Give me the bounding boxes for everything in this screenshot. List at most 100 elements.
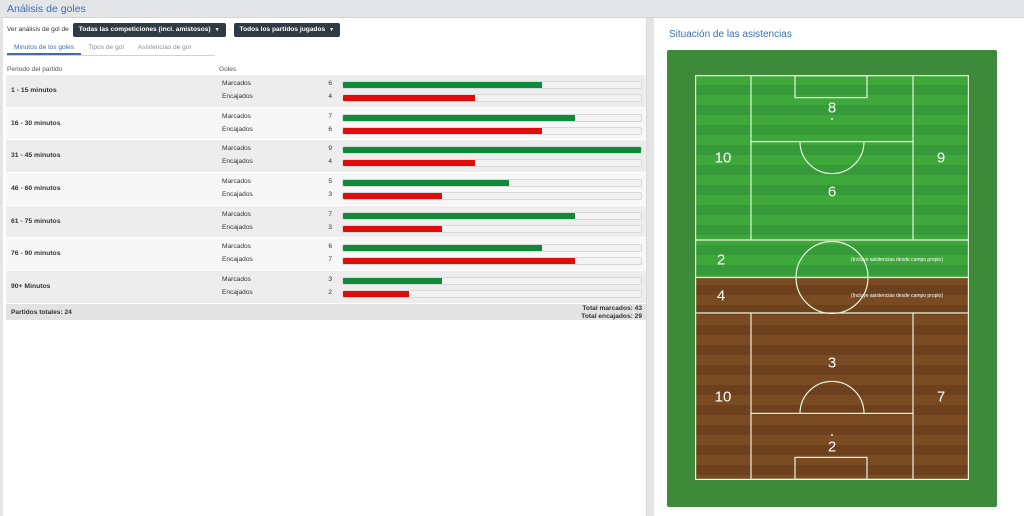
scored-count: 7 [328,210,332,218]
conceded-bar-track [342,192,642,201]
scored-count: 7 [328,112,332,120]
conceded-line: Encajados 7 [222,256,642,266]
tab-goal-minutes[interactable]: Minutos de los goles [7,42,82,55]
zone-defense-right-wing: 7 [936,388,946,406]
scored-line: Marcados 3 [222,276,642,286]
conceded-line: Encajados 3 [222,224,642,234]
scored-bar-track [342,211,642,220]
assists-panel: Situación de las asistencias [654,18,1024,516]
scored-count: 9 [328,145,332,153]
zone-defense-box: 2 [827,438,837,456]
conceded-label: Encajados [222,93,253,100]
conceded-label: Encajados [222,191,253,199]
scored-bar [343,245,542,252]
period-label: 46 - 60 minutos [11,185,61,193]
assists-title: Situación de las asistencias [669,29,792,40]
filter-row: Ver análisis de gol de Todas las competi… [7,22,341,37]
conceded-line: Encajados 3 [222,191,642,201]
scored-line: Marcados 7 [222,113,642,123]
total-scored: Total marcados: 43 [582,305,642,312]
conceded-line: Encajados 4 [222,93,642,103]
pitch-lines [695,75,969,480]
attack-midfield-note: (Incluye asistencias desde campo propio) [851,257,943,263]
conceded-label: Encajados [222,289,253,297]
table-row: 76 - 90 minutos Marcados 6 Encajados 7 [6,238,646,272]
filter-label: Ver análisis de gol de [7,26,69,33]
conceded-count: 6 [328,125,332,133]
zone-defense-left-wing: 10 [714,388,732,406]
table-footer: Partidos totales: 24 Total marcados: 43 … [6,304,646,320]
assists-pitch: 8 10 9 6 2 (Incluye asistencias desde ca… [695,75,969,480]
conceded-line: Encajados 6 [222,126,642,136]
conceded-bar [343,193,443,200]
scored-count: 5 [328,178,332,186]
column-header-period: Periodo del partido [7,66,63,73]
tab-goal-assists[interactable]: Asistencias de gol [137,44,191,51]
zone-defense-center: 3 [827,354,837,372]
scored-label: Marcados [222,178,251,186]
chevron-down-icon: ▼ [214,26,220,33]
table-row: 90+ Minutos Marcados 3 Encajados 2 [6,271,646,304]
conceded-count: 4 [328,158,332,166]
page-title: Análisis de goles [7,3,86,15]
scored-line: Marcados 9 [222,145,642,155]
table-row: 61 - 75 minutos Marcados 7 Encajados 3 [6,205,646,239]
scored-bar [343,82,542,88]
scored-label: Marcados [222,112,251,120]
scored-label: Marcados [222,80,251,87]
scored-line: Marcados 6 [222,80,642,90]
conceded-label: Encajados [222,158,253,166]
totals: Total marcados: 43 Total encajados: 29 [581,305,642,321]
zone-defense-midfield: 4 [716,287,726,305]
scored-label: Marcados [222,243,251,251]
competition-dropdown[interactable]: Todas las competiciones (incl. amistosos… [72,22,226,37]
period-label: 61 - 75 minutos [11,217,61,225]
scored-label: Marcados [222,210,251,218]
conceded-count: 7 [328,256,332,264]
conceded-bar [343,160,476,167]
scored-count: 6 [328,80,332,87]
period-label: 1 - 15 minutos [11,87,57,94]
scored-line: Marcados 6 [222,243,642,253]
conceded-bar [343,127,542,134]
period-label: 31 - 45 minutos [11,152,61,160]
competition-dropdown-label: Todas las competiciones (incl. amistosos… [78,25,211,33]
matches-dropdown[interactable]: Todos los partidos jugados ▼ [233,22,341,37]
defense-half [695,277,969,480]
pitch-background: 8 10 9 6 2 (Incluye asistencias desde ca… [667,50,997,507]
period-label: 76 - 90 minutos [11,250,61,258]
table-row: 31 - 45 minutos Marcados 9 Encajados 4 [6,140,646,174]
conceded-bar-track [342,257,642,266]
scored-bar-track [342,244,642,253]
conceded-count: 2 [328,289,332,297]
scored-count: 6 [328,243,332,251]
page-header: Análisis de goles [0,0,1024,18]
scored-label: Marcados [222,145,251,153]
conceded-label: Encajados [222,125,253,133]
conceded-label: Encajados [222,223,253,231]
goal-minutes-table: 1 - 15 minutos Marcados 6 Encajados 4 16… [6,75,646,304]
conceded-label: Encajados [222,256,253,264]
conceded-bar [343,225,443,232]
conceded-bar [343,258,575,265]
conceded-bar [343,291,410,298]
analysis-tabs: Minutos de los goles Tipos de gol Asiste… [7,42,215,56]
zone-attack-left-wing: 10 [714,149,732,167]
conceded-bar-track [342,224,642,233]
period-label: 90+ Minutos [11,283,51,291]
tab-goal-types[interactable]: Tipos de gol [88,44,124,51]
scored-bar [343,114,575,121]
attack-half [695,75,969,277]
scored-bar-track [342,113,642,122]
chevron-down-icon: ▼ [329,26,335,33]
conceded-count: 3 [328,223,332,231]
zone-attack-midfield: 2 [716,251,726,269]
scored-label: Marcados [222,276,251,284]
matches-dropdown-label: Todos los partidos jugados [239,25,326,33]
goal-analysis-panel: Ver análisis de gol de Todas las competi… [3,18,647,516]
total-conceded: Total encajados: 29 [581,313,642,320]
zone-attack-center: 6 [827,183,837,201]
scored-bar-track [342,179,642,188]
conceded-bar [343,95,476,101]
scored-bar-track [342,146,642,155]
